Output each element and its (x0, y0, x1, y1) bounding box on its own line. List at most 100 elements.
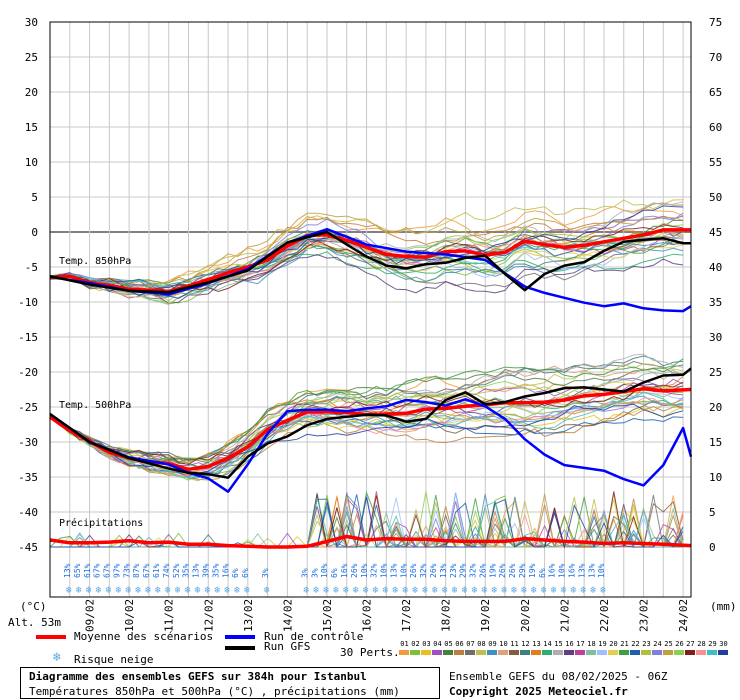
snow-risk-value: 26% (478, 563, 487, 578)
ensemble-member-line (49, 212, 684, 294)
perturbation-number: 04 (433, 640, 442, 648)
perturbation-swatch (432, 650, 442, 655)
perturbation-swatch (696, 650, 706, 655)
snow-risk-value: 35% (182, 563, 191, 578)
perturbation-number: 12 (521, 640, 530, 648)
snow-risk-icon: ❄ (224, 585, 231, 596)
snow-risk-value: 74% (162, 563, 171, 578)
perturbation-swatch (586, 650, 596, 655)
left-tick-label: -30 (18, 436, 38, 449)
snow-risk-icon: ❄ (570, 585, 577, 596)
snow-risk-value: 61% (83, 563, 92, 578)
left-tick-label: 0 (31, 226, 38, 239)
snow-risk-value: 13% (587, 563, 596, 578)
right-tick-label: 40 (709, 261, 722, 274)
date-tick-label: 11/02 (163, 599, 176, 632)
precip-member-line (50, 497, 684, 549)
date-tick-label: 22/02 (598, 599, 611, 632)
snow-risk-icon: ❄ (165, 585, 172, 596)
snow-risk-value: 26% (409, 563, 418, 578)
perturbation-swatch (399, 650, 409, 655)
snow-risk-icon: ❄ (353, 585, 360, 596)
plot-frame (49, 21, 692, 598)
ensemble-member-line (49, 391, 684, 478)
mean-legend-swatch (36, 635, 66, 639)
perturbation-swatch (487, 650, 497, 655)
snow-risk-icon: ❄ (501, 585, 508, 596)
snow-risk-value: 73% (122, 563, 131, 578)
snow-risk-value: 32% (419, 563, 428, 578)
perturbation-swatch (597, 650, 607, 655)
snow-risk-icon: ❄ (343, 585, 350, 596)
snow-risk-icon: ❄ (303, 585, 310, 596)
snow-risk-icon: ❄ (442, 585, 449, 596)
snow-risk-value: 10% (320, 563, 329, 578)
perturbation-number: 19 (598, 640, 607, 648)
perturbation-number: 08 (477, 640, 486, 648)
perturbation-number: 24 (653, 640, 662, 648)
run-info: Ensemble GEFS du 08/02/2025 - 06Z (449, 670, 668, 683)
perturbation-swatch (443, 650, 453, 655)
snow-risk-icon: ❄ (86, 585, 93, 596)
date-tick-label: 16/02 (361, 599, 374, 632)
perturbation-number: 09 (488, 640, 497, 648)
perturbation-number: 02 (411, 640, 420, 648)
perturbation-number: 14 (543, 640, 552, 648)
snow-risk-icon: ❄ (323, 585, 330, 596)
snow-legend-label: Risque neige (74, 653, 154, 666)
perturbation-number: 28 (697, 640, 706, 648)
snow-risk-value: 13% (439, 563, 448, 578)
snow-risk-icon: ❄ (244, 585, 251, 596)
perturbation-swatch (652, 650, 662, 655)
snow-risk-icon: ❄ (135, 585, 142, 596)
section-label: Précipitations (59, 517, 143, 529)
snow-risk-value: 13% (577, 563, 586, 578)
snow-risk-value: 19% (528, 563, 537, 578)
section-label: Temp. 500hPa (59, 400, 131, 411)
snow-risk-icon: ❄ (472, 585, 479, 596)
snow-risk-value: 19% (488, 563, 497, 578)
perturbation-number: 26 (675, 640, 684, 648)
ensemble-member-line (49, 365, 684, 463)
perturbation-swatch (685, 650, 695, 655)
date-tick-label: 14/02 (281, 599, 294, 632)
left-tick-label: -15 (18, 331, 38, 344)
snow-risk-icon: ❄ (600, 585, 607, 596)
snow-risk-icon: ❄ (96, 585, 103, 596)
section-label: Temp. 850hPa (59, 256, 131, 267)
snow-risk-icon: ❄ (412, 585, 419, 596)
perturbation-number: 23 (642, 640, 651, 648)
perturbation-number: 27 (686, 640, 695, 648)
mean-legend-label: Moyenne des scénarios (74, 630, 214, 643)
control-run-line (49, 398, 693, 493)
snow-risk-value: 13% (389, 563, 398, 578)
snow-risk-icon: ❄ (175, 585, 182, 596)
snow-risk-value: 13% (192, 563, 201, 578)
right-tick-label: 20 (709, 401, 722, 414)
date-tick-label: 10/02 (123, 599, 136, 632)
snow-risk-value: 13% (63, 563, 72, 578)
perturbation-swatch (575, 650, 585, 655)
ensemble-member-line (49, 405, 684, 481)
perturbation-number: 05 (444, 640, 453, 648)
left-tick-label: -25 (18, 401, 38, 414)
snow-risk-icon: ❄ (590, 585, 597, 596)
right-tick-label: 50 (709, 191, 722, 204)
date-tick-label: 23/02 (638, 599, 651, 632)
date-tick-label: 12/02 (202, 599, 215, 632)
perturbation-number: 30 (719, 640, 728, 648)
right-tick-label: 55 (709, 156, 722, 169)
left-tick-label: -40 (18, 506, 38, 519)
perturbation-swatch (608, 650, 618, 655)
snow-risk-value: 61% (152, 563, 161, 578)
snow-risk-value: 10% (380, 563, 389, 578)
snow-risk-icon: ❄ (531, 585, 538, 596)
snow-risk-icon: ❄ (145, 585, 152, 596)
snow-risk-icon: ❄ (452, 585, 459, 596)
snow-risk-icon: ❄ (422, 585, 429, 596)
snowflake-icon: ❄ (53, 650, 61, 665)
control-legend-swatch (225, 635, 255, 639)
chart-title: Diagramme des ensembles GEFS sur 384h po… (29, 670, 367, 683)
snow-risk-icon: ❄ (561, 585, 568, 596)
